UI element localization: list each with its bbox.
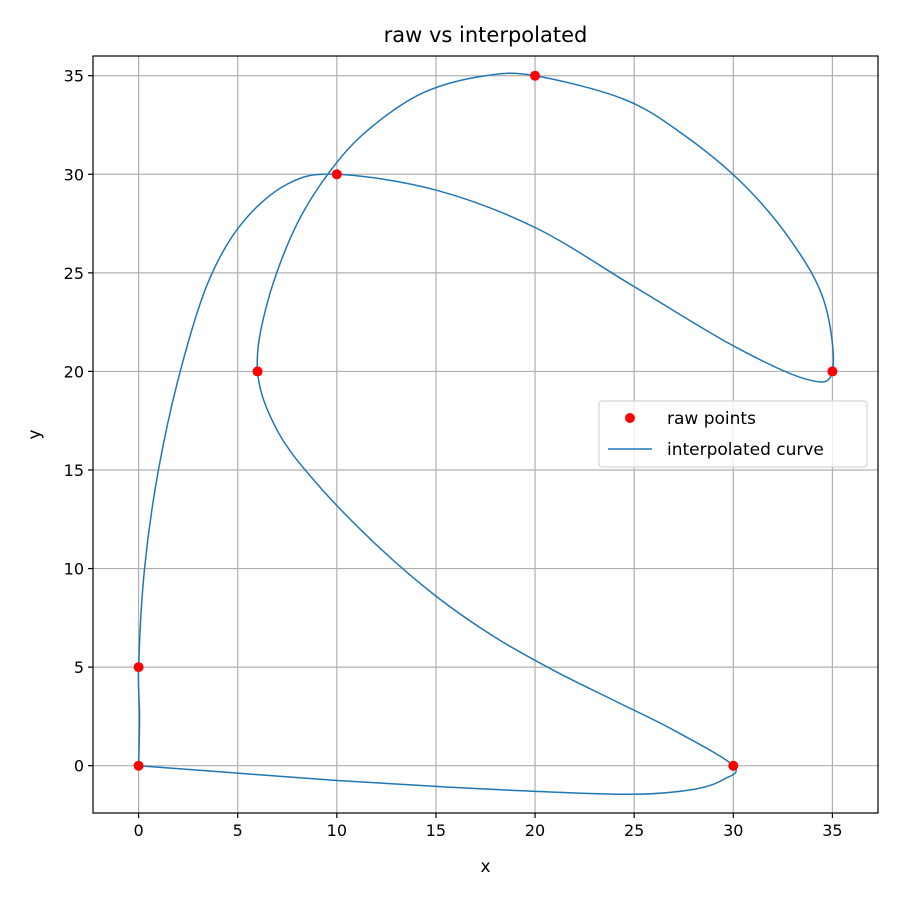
x-tick-label: 25 — [624, 821, 644, 840]
legend: raw points interpolated curve — [598, 400, 868, 468]
y-tick-label: 10 — [64, 560, 84, 579]
legend-raw-points-marker — [625, 413, 635, 423]
x-tick-label: 10 — [327, 821, 347, 840]
x-tick-label: 20 — [525, 821, 545, 840]
y-tick-label: 5 — [74, 658, 84, 677]
raw-points-layer — [133, 70, 838, 771]
raw-point — [252, 366, 263, 377]
raw-point — [827, 366, 838, 377]
x-axis-ticks: 0 5 10 15 20 25 30 35 — [133, 813, 843, 840]
grid — [93, 56, 878, 813]
x-tick-label: 30 — [723, 821, 743, 840]
y-tick-label: 35 — [64, 67, 84, 86]
raw-point — [133, 662, 144, 673]
raw-point — [728, 760, 739, 771]
interpolated-curve-line — [137, 72, 835, 796]
legend-box — [598, 400, 868, 468]
chart-title: raw vs interpolated — [384, 23, 588, 47]
raw-point — [133, 760, 144, 771]
x-axis-label: x — [480, 857, 490, 877]
y-tick-label: 20 — [64, 362, 84, 381]
legend-raw-points-label: raw points — [667, 409, 756, 429]
y-tick-label: 15 — [64, 461, 84, 480]
x-tick-label: 35 — [822, 821, 842, 840]
x-tick-label: 0 — [133, 821, 143, 840]
x-tick-label: 15 — [426, 821, 446, 840]
y-axis-label: y — [25, 429, 45, 439]
y-axis-ticks: 0 5 10 15 20 25 30 35 — [64, 67, 93, 776]
legend-interpolated-curve-label: interpolated curve — [667, 440, 824, 460]
y-tick-label: 25 — [64, 264, 84, 283]
raw-point — [331, 169, 342, 180]
raw-point — [530, 70, 541, 81]
plot-frame — [92, 55, 879, 814]
y-tick-label: 30 — [64, 165, 84, 184]
x-tick-label: 5 — [233, 821, 243, 840]
y-tick-label: 0 — [74, 757, 84, 776]
interpolated-curve-layer — [137, 72, 835, 796]
